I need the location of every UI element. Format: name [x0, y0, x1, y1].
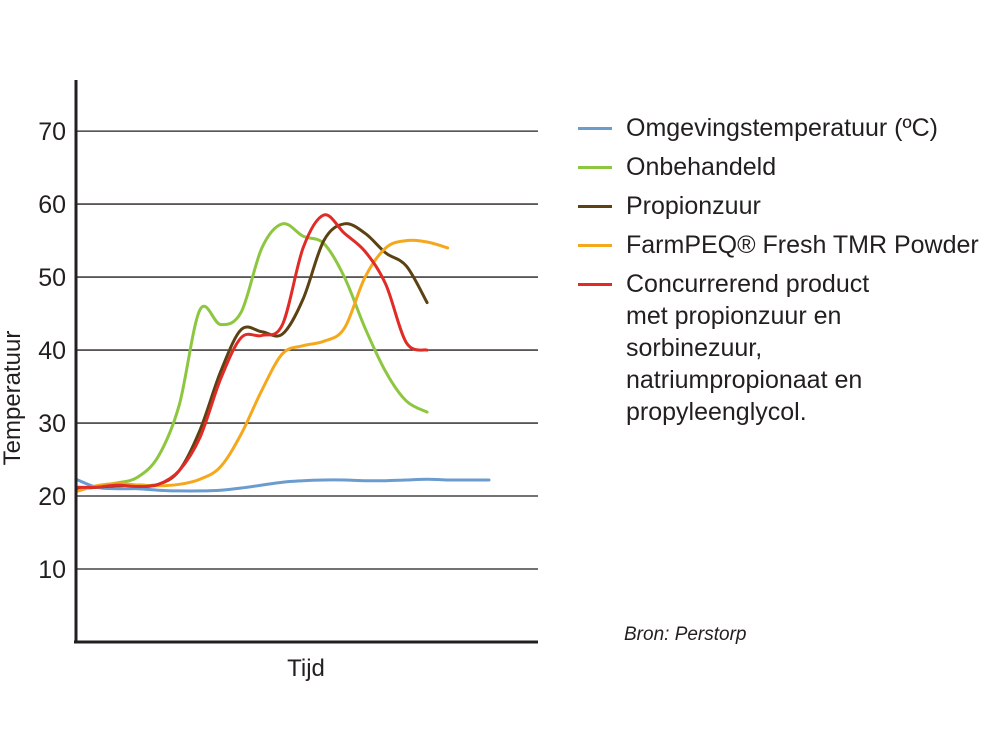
- legend-label: Omgevingstemperatuur (ºC): [626, 114, 939, 142]
- y-axis-title: Temperatuur: [0, 331, 26, 466]
- y-tick-label: 40: [38, 337, 66, 365]
- series-line-2: [74, 222, 429, 492]
- x-axis-title: Tijd: [287, 655, 325, 682]
- legend-item: FarmPEQ® Fresh TMR Powder: [578, 229, 998, 261]
- y-tick-label: 10: [38, 556, 66, 584]
- series-lines: [74, 213, 491, 494]
- legend-label: propyleenglycol.: [626, 398, 807, 426]
- y-tick-label: 60: [38, 191, 66, 219]
- legend-swatch: [578, 205, 612, 208]
- chart-legend: Omgevingstemperatuur (ºC) Onbehandeld Prop…: [578, 112, 998, 435]
- series-line-5: [74, 213, 429, 489]
- legend-swatch: [578, 166, 612, 169]
- y-tick-label: 70: [38, 118, 66, 146]
- legend-label: FarmPEQ® Fresh TMR Powder: [626, 231, 979, 259]
- legend-swatch: [578, 283, 612, 286]
- y-tick-labels: 10 20 30 40 50 60 70: [38, 118, 66, 584]
- legend-item: Concurrerend product met propionzuur en so…: [578, 268, 998, 428]
- legend-swatch: [578, 244, 612, 247]
- legend-item: Omgevingstemperatuur (ºC): [578, 112, 998, 144]
- legend-item: Propionzuur: [578, 190, 998, 222]
- legend-label: sorbinezuur,: [626, 334, 763, 362]
- legend-swatch: [578, 127, 612, 130]
- legend-label: Propionzuur: [626, 192, 761, 220]
- legend-label: natriumpropionaat en: [626, 366, 863, 394]
- y-tick-label: 30: [38, 410, 66, 438]
- legend-item: Onbehandeld: [578, 151, 998, 183]
- legend-label: Concurrerend product: [626, 270, 870, 298]
- y-tick-label: 50: [38, 264, 66, 292]
- legend-label: met propionzuur en: [626, 302, 842, 330]
- source-note: Bron: Perstorp: [624, 624, 747, 645]
- legend-label: Onbehandeld: [626, 153, 777, 181]
- y-tick-label: 20: [38, 483, 66, 511]
- series-line-4: [74, 238, 450, 494]
- series-line-1: [74, 477, 491, 493]
- gridlines: [76, 130, 538, 570]
